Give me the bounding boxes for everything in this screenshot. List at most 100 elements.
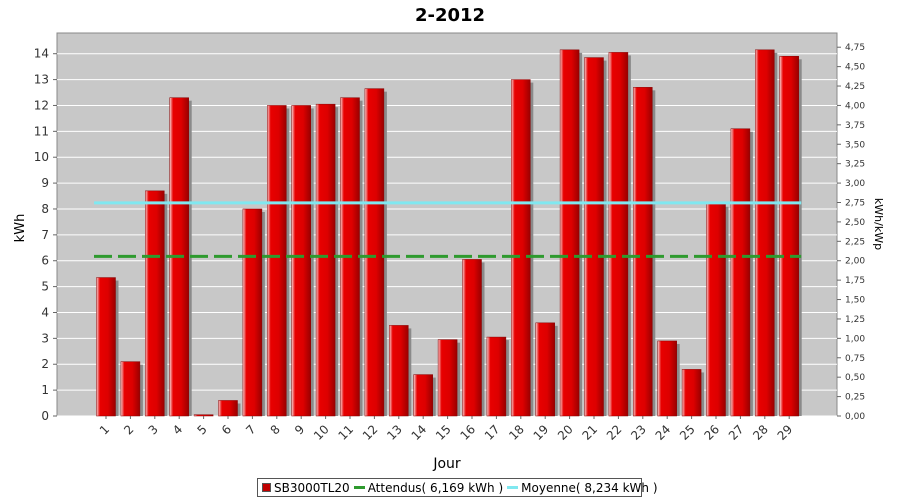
- x-tick-label: 5: [194, 422, 209, 437]
- bar: [608, 52, 629, 417]
- x-tick-label: 6: [219, 422, 234, 437]
- y-tick-label: 0: [41, 409, 49, 423]
- bar: [145, 190, 165, 417]
- bar: [657, 340, 677, 417]
- y-tick-label: 13: [34, 73, 49, 87]
- x-tick-label: 11: [335, 422, 356, 443]
- y2-tick-label: 0,50: [845, 373, 865, 383]
- x-tick-label: 23: [628, 422, 649, 443]
- y2-tick-label: 3,00: [845, 179, 865, 189]
- reference-lines: [94, 201, 802, 258]
- legend-item-attendus: Attendus( 6,169 kWh ): [353, 480, 504, 495]
- x-tick-label: 21: [579, 422, 600, 443]
- bar: [315, 103, 336, 417]
- x-tick-label: 9: [292, 422, 307, 437]
- bar: [242, 208, 263, 417]
- bar: [437, 339, 458, 417]
- y2-tick-label: 1,75: [845, 276, 865, 286]
- y2-tick-label: 1,50: [845, 296, 865, 306]
- bar: [535, 322, 555, 417]
- y-tick-label: 4: [41, 305, 49, 319]
- x-tick-label: 19: [531, 422, 552, 443]
- y-tick-label: 3: [41, 331, 49, 345]
- y2-tick-label: 4,00: [845, 101, 865, 111]
- x-tick-label: 8: [268, 422, 283, 437]
- bar: [706, 203, 726, 417]
- x-tick-label: 2: [121, 422, 136, 437]
- y-tick-label: 10: [34, 150, 49, 164]
- legend-swatch-attendus: [353, 486, 365, 489]
- y-axis-label: kWh: [13, 214, 28, 243]
- x-tick-label: 18: [506, 422, 527, 443]
- bar: [730, 128, 751, 417]
- y2-tick-label: 2,75: [845, 198, 865, 208]
- y2-tick-label: 1,00: [845, 334, 865, 344]
- y2-tick-label: 2,50: [845, 218, 865, 228]
- y2-tick-label: 1,25: [845, 315, 865, 325]
- y2-tick-label: 0,25: [845, 393, 865, 403]
- x-tick-label: 17: [482, 422, 503, 443]
- y-tick-label: 1: [41, 383, 49, 397]
- x-tick-label: 26: [701, 422, 722, 443]
- y-tick-label: 14: [34, 47, 49, 61]
- x-tick-label: 4: [170, 422, 185, 437]
- x-tick-label: 22: [604, 422, 625, 443]
- x-tick-label: 15: [433, 422, 454, 443]
- y2-tick-label: 2,00: [845, 257, 865, 267]
- y2-tick-label: 3,25: [845, 160, 865, 170]
- legend-item-moyenne: Moyenne( 8,234 kWh ): [507, 480, 658, 495]
- y-tick-label: 8: [41, 202, 49, 216]
- bar: [559, 49, 580, 417]
- bar: [267, 105, 287, 417]
- x-tick-label: 28: [750, 422, 771, 443]
- x-tick-label: 3: [146, 422, 161, 437]
- bar: [218, 400, 238, 417]
- y-axis-right: 0,00 0,25 0,50 0,75 1,00 1,25 1,50 1,75 2,00 2,25…: [837, 43, 865, 422]
- x-tick-label: 13: [384, 422, 405, 443]
- legend-label-bar: SB3000TL20: [274, 480, 350, 495]
- bar: [413, 374, 433, 417]
- bar: [96, 277, 116, 417]
- bar: [389, 325, 409, 417]
- y2-axis-label: kWh/kWp: [872, 198, 885, 250]
- x-tick-label: 10: [311, 422, 332, 443]
- x-tick-label: 27: [726, 422, 747, 443]
- y-tick-label: 5: [41, 280, 49, 294]
- legend-label-moyenne: Moyenne( 8,234 kWh ): [521, 480, 658, 495]
- bar: [755, 49, 775, 417]
- x-axis: 1 2 3 4 5 6 7 8 9 10 11 12 13 14 15 16 17 18 19 20 21 22 23 24 2…: [97, 416, 795, 443]
- bar: [486, 336, 507, 417]
- bar: [681, 369, 702, 417]
- y-tick-label: 2: [41, 357, 49, 371]
- x-axis-label: Jour: [432, 456, 461, 472]
- x-tick-label: 1: [97, 422, 112, 437]
- x-tick-label: 16: [457, 422, 478, 443]
- bar: [584, 57, 604, 417]
- y2-tick-label: 2,25: [845, 237, 865, 247]
- legend-label-attendus: Attendus( 6,169 kWh ): [367, 480, 504, 495]
- bar: [511, 79, 531, 417]
- y-tick-label: 12: [34, 98, 49, 112]
- x-tick-label: 20: [555, 422, 576, 443]
- bar: [462, 259, 482, 417]
- y2-tick-label: 4,25: [845, 82, 865, 92]
- x-tick-label: 24: [653, 422, 674, 443]
- bar: [120, 361, 141, 417]
- legend-item-bar: SB3000TL20: [262, 481, 350, 495]
- y2-tick-label: 3,50: [845, 140, 865, 150]
- y-tick-label: 9: [41, 176, 49, 190]
- y2-tick-label: 4,50: [845, 63, 865, 73]
- y2-tick-label: 4,75: [845, 43, 865, 53]
- x-tick-label: 25: [677, 422, 698, 443]
- chart-title: 2-2012: [415, 5, 485, 26]
- y-tick-label: 6: [41, 254, 49, 268]
- legend: SB3000TL20 Attendus( 6,169 kWh ) Moyenne…: [257, 478, 658, 497]
- bar: [291, 105, 311, 417]
- bar: [633, 87, 653, 417]
- x-tick-label: 7: [243, 422, 258, 437]
- x-tick-label: 12: [360, 422, 381, 443]
- y2-tick-label: 0,00: [845, 412, 865, 422]
- bar: [193, 414, 214, 417]
